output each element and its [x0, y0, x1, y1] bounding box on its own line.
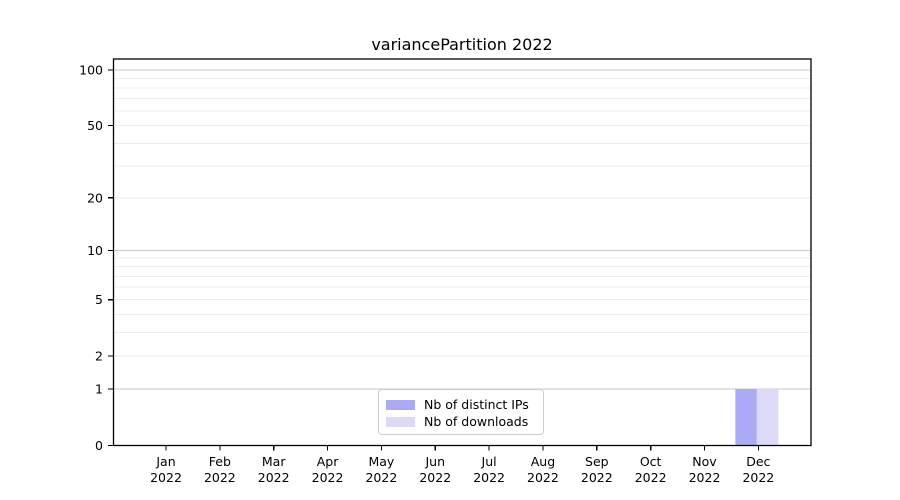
x-tick-label-month: Apr: [317, 454, 339, 469]
plot-border: [112, 58, 812, 447]
x-tick-label-month: Jul: [481, 454, 497, 469]
x-tick-label-month: May: [368, 454, 394, 469]
x-tick-label-month: Feb: [209, 454, 231, 469]
legend-item-downloads: Nb of downloads: [385, 414, 537, 429]
y-tick-label: 5: [95, 292, 103, 307]
legend-label-distinct-ips: Nb of distinct IPs: [424, 397, 529, 412]
x-tick-label-month: Nov: [692, 454, 717, 469]
x-tick-label-year: 2022: [365, 470, 397, 485]
bar-distinct-ips: [735, 389, 757, 445]
x-tick-label-year: 2022: [150, 470, 182, 485]
x-tick-label-month: Oct: [640, 454, 662, 469]
x-tick-label-year: 2022: [742, 470, 774, 485]
legend-swatch-distinct-ips: [386, 399, 415, 410]
legend-swatch-downloads: [386, 416, 415, 427]
x-tick-label-year: 2022: [527, 470, 559, 485]
y-tick-label: 20: [87, 190, 103, 205]
x-tick-label-year: 2022: [419, 470, 451, 485]
chart-title: variancePartition 2022: [371, 35, 553, 54]
y-tick-label: 1: [95, 382, 103, 397]
x-tick-label-year: 2022: [689, 470, 721, 485]
x-tick-label-month: Sep: [585, 454, 609, 469]
y-tick-label: 10: [87, 243, 103, 258]
y-tick-label: 50: [87, 118, 103, 133]
x-tick-label-year: 2022: [204, 470, 236, 485]
x-tick-label-year: 2022: [581, 470, 613, 485]
bar-downloads: [756, 389, 779, 445]
x-tick-label-year: 2022: [473, 470, 505, 485]
y-tick-label: 0: [95, 438, 103, 453]
x-tick-label-month: Jun: [424, 454, 445, 469]
legend: Nb of distinct IPs Nb of downloads: [378, 389, 544, 435]
x-tick-label-year: 2022: [258, 470, 290, 485]
y-tick-label: 100: [79, 63, 103, 78]
x-tick-label-year: 2022: [635, 470, 667, 485]
x-tick-label-year: 2022: [312, 470, 344, 485]
x-tick-label-month: Mar: [262, 454, 286, 469]
y-tick-label: 2: [95, 349, 103, 364]
x-tick-label-month: Jan: [155, 454, 175, 469]
legend-label-downloads: Nb of downloads: [424, 414, 529, 429]
x-tick-label-month: Dec: [746, 454, 770, 469]
legend-item-distinct-ips: Nb of distinct IPs: [385, 397, 537, 412]
x-tick-label-month: Aug: [531, 454, 555, 469]
